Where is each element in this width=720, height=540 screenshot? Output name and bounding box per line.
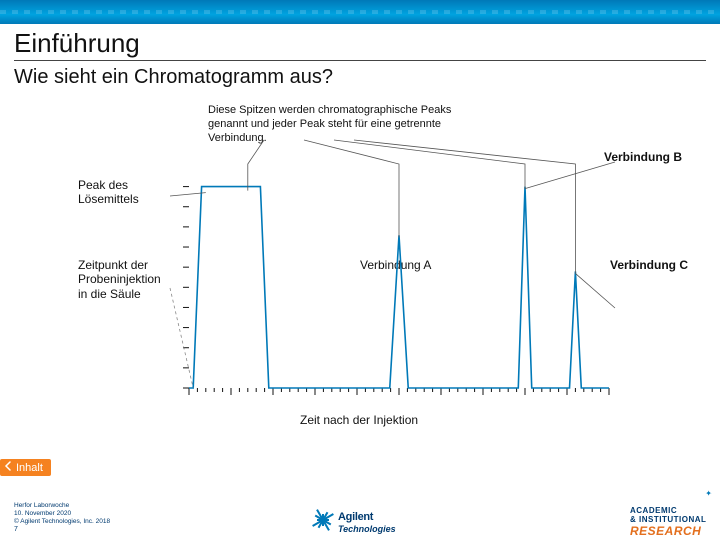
spark-icon [310, 508, 336, 534]
footer-line-2: 10. November 2020 [14, 510, 110, 518]
air-line-1: ACADEMIC [630, 506, 714, 515]
agilent-logo: Agilent Technologies [310, 508, 460, 536]
air-line-3: RESEARCH [630, 524, 714, 538]
air-badge: ACADEMIC & INSTITUTIONAL RESEARCH [630, 506, 714, 536]
x-axis-label: Zeit nach der Injektion [300, 413, 418, 427]
page-title: Einführung [14, 28, 140, 59]
inhalt-label: Inhalt [16, 462, 43, 474]
footer-line-1: Herfor Laborwoche [14, 502, 110, 510]
inhalt-button[interactable]: Inhalt [0, 458, 51, 476]
chromatogram-chart [184, 168, 614, 400]
title-divider [14, 60, 706, 61]
logo-brand: Agilent [338, 511, 373, 523]
air-line-2: & INSTITUTIONAL [630, 515, 714, 524]
label-solvent-peak: Peak desLösemittels [78, 178, 139, 207]
footer-block: Herfor Laborwoche 10. November 2020 © Ag… [14, 502, 110, 534]
footer-line-3: © Agilent Technologies, Inc. 2018 [14, 518, 110, 526]
caption-text: Diese Spitzen werden chromatographische … [208, 104, 478, 145]
logo-suffix: Technologies [338, 524, 396, 534]
header-strip [0, 0, 720, 24]
page-number: 7 [14, 526, 110, 534]
page-subtitle: Wie sieht ein Chromatogramm aus? [14, 66, 333, 89]
label-compound-b: Verbindung B [604, 150, 682, 164]
label-compound-c: Verbindung C [610, 258, 688, 272]
decorative-star-icon: ✦ [705, 489, 712, 498]
chevron-left-icon [4, 461, 12, 474]
